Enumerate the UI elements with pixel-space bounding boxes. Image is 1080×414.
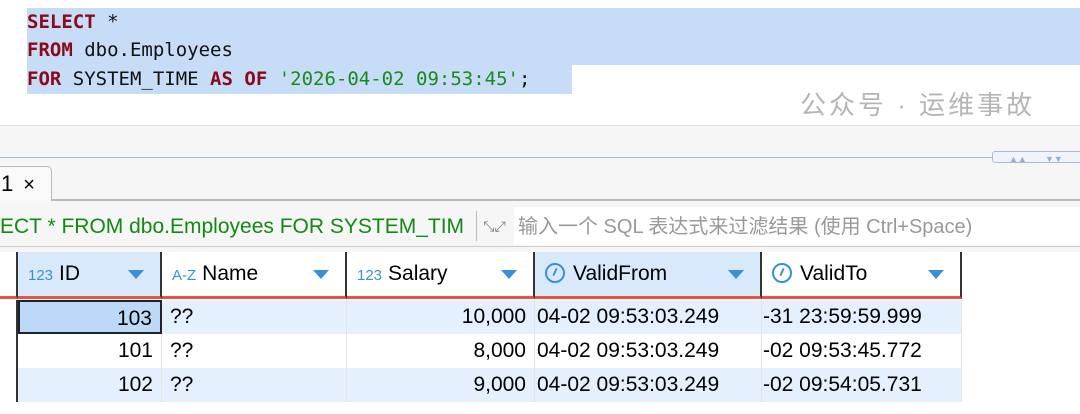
column-header-name[interactable]: A-Z Name xyxy=(162,252,347,299)
cell-id[interactable]: 103 xyxy=(18,300,162,334)
cell-id[interactable]: 102 xyxy=(18,368,162,402)
keyword: OF xyxy=(244,68,268,90)
clock-icon xyxy=(545,263,565,283)
results-grid: 123 ID A-Z Name 123 Salary ValidFrom ValidTo 103… xyxy=(0,252,1080,414)
cell-validfrom[interactable]: 04-02 09:53:03.249 xyxy=(535,334,762,368)
keyword: FROM xyxy=(27,39,73,61)
column-label: Salary xyxy=(388,262,448,285)
cell-validfrom[interactable]: 04-02 09:53:03.249 xyxy=(535,300,762,334)
sort-dropdown-icon[interactable] xyxy=(313,270,329,279)
tab-results[interactable]: 1 × xyxy=(0,166,52,201)
code-line[interactable]: SELECT * xyxy=(27,8,1080,37)
keyword: AS xyxy=(210,68,233,90)
column-header-salary[interactable]: 123 Salary xyxy=(347,252,535,299)
column-header-id[interactable]: 123 ID xyxy=(18,252,162,299)
code-text: * xyxy=(95,11,119,33)
code-text xyxy=(233,68,244,90)
cell-validto[interactable]: -02 09:53:45.772 xyxy=(762,334,962,368)
panel-splitter[interactable] xyxy=(0,157,1080,158)
cell-name[interactable]: ?? xyxy=(162,368,347,402)
cell-name[interactable]: ?? xyxy=(162,334,347,368)
column-label: ID xyxy=(59,262,81,285)
filter-input[interactable]: 输入一个 SQL 表达式来过滤结果 (使用 Ctrl+Space) xyxy=(514,207,1080,245)
code-text: SYSTEM_TIME xyxy=(61,68,211,90)
maximize-up-icon[interactable]: ▲▲ xyxy=(1009,154,1027,164)
cell-id[interactable]: 101 xyxy=(18,334,162,368)
sort-dropdown-icon[interactable] xyxy=(928,270,944,279)
sort-dropdown-icon[interactable] xyxy=(728,270,744,279)
tab-bar-border xyxy=(0,199,1080,201)
table-row[interactable]: 102?? 9,000 04-02 09:53:03.249 -02 09:54:05… xyxy=(0,368,962,402)
table-row[interactable]: 103?? 10,000 04-02 09:53:03.249 -31 23:59:5… xyxy=(0,300,962,334)
restore-down-icon[interactable]: ▼▼ xyxy=(1045,154,1063,164)
code-text: dbo.Employees xyxy=(72,39,233,61)
code-line[interactable]: FROM dbo.Employees xyxy=(27,36,1080,65)
string-literal: '2026-04-02 09:53:45' xyxy=(278,68,519,90)
row-number[interactable] xyxy=(0,334,18,368)
code-line[interactable]: FOR SYSTEM_TIME AS OF '2026-04-02 09:53:… xyxy=(27,65,572,94)
watermark: 公众号 · 运维事故 xyxy=(800,90,1036,120)
cell-salary[interactable]: 10,000 xyxy=(347,300,535,334)
cell-validfrom[interactable]: 04-02 09:53:03.249 xyxy=(535,368,762,402)
splitter-toggle[interactable]: ▲▲ ▼▼ xyxy=(992,151,1080,164)
cell-salary[interactable]: 9,000 xyxy=(347,368,535,402)
cell-validto[interactable]: -02 09:54:05.731 xyxy=(762,368,962,402)
column-label: ValidTo xyxy=(800,262,868,285)
tab-label: 1 xyxy=(1,171,14,196)
column-header-validto[interactable]: ValidTo xyxy=(762,252,962,299)
keyword: FOR xyxy=(27,68,62,90)
sort-dropdown-icon[interactable] xyxy=(501,270,517,279)
filter-bar: ECT * FROM dbo.Employees FOR SYSTEM_TIM … xyxy=(0,205,1080,247)
sort-dropdown-icon[interactable] xyxy=(128,270,144,279)
code-text: ; xyxy=(518,68,531,90)
cell-name[interactable]: ?? xyxy=(162,300,347,334)
column-header-validfrom[interactable]: ValidFrom xyxy=(535,252,762,299)
query-text: ECT * FROM dbo.Employees FOR SYSTEM_TIM xyxy=(0,215,465,238)
cell-salary[interactable]: 8,000 xyxy=(347,334,535,368)
column-label: Name xyxy=(202,262,259,285)
cell-validto[interactable]: -31 23:59:59.999 xyxy=(762,300,962,334)
expand-icon[interactable]: ⤡⤢ xyxy=(476,211,512,241)
column-label: ValidFrom xyxy=(573,262,668,285)
row-number[interactable] xyxy=(0,368,18,402)
clock-icon xyxy=(772,263,792,283)
number-type-icon: 123 xyxy=(357,267,383,284)
text-type-icon: A-Z xyxy=(172,267,197,284)
sql-editor[interactable]: SELECT * FROM dbo.Employees FOR SYSTEM_TIM… xyxy=(0,0,1080,126)
row-number[interactable] xyxy=(0,300,18,334)
row-number-header[interactable] xyxy=(0,252,18,299)
keyword: SELECT xyxy=(27,11,96,33)
close-icon[interactable]: × xyxy=(23,174,35,196)
code-text xyxy=(267,68,278,90)
table-row[interactable]: 101?? 8,000 04-02 09:53:03.249 -02 09:53:45… xyxy=(0,334,962,368)
number-type-icon: 123 xyxy=(28,267,54,284)
